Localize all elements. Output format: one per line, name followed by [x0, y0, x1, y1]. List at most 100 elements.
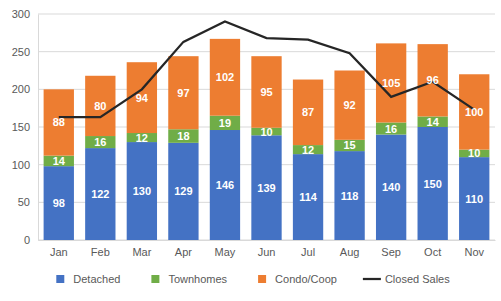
bar: [251, 56, 281, 128]
legend: DetachedTownhomesCondo/CoopClosed Sales: [56, 273, 450, 285]
data-label: 97: [177, 87, 189, 99]
bar: [127, 142, 157, 240]
y-tick-label: 50: [18, 196, 30, 208]
x-tick: Jan: [50, 240, 68, 258]
x-tick: Jul: [301, 240, 315, 258]
bar: [168, 129, 198, 143]
data-label: 96: [427, 74, 439, 86]
bar: [44, 156, 74, 167]
data-label: 14: [427, 116, 440, 128]
y-axis: 0 50 100 150 200 250 300: [12, 8, 39, 246]
bar: [334, 140, 364, 151]
grid-line: [38, 14, 495, 15]
legend-label: Townhomes: [168, 273, 227, 285]
y-tick-label: 250: [12, 46, 30, 58]
x-tick-label: May: [215, 246, 236, 258]
bar: [85, 148, 115, 240]
bar: [459, 157, 489, 240]
bar: [44, 89, 74, 155]
x-tick-label: Jun: [258, 246, 276, 258]
bar: [85, 76, 115, 136]
data-label: 129: [174, 185, 192, 197]
y-tick-label: 100: [12, 159, 30, 171]
bar: [210, 130, 240, 240]
x-tick: Nov: [464, 240, 484, 258]
x-tick-label: Jan: [50, 246, 68, 258]
data-label: 130: [133, 185, 151, 197]
data-label: 140: [382, 181, 400, 193]
x-tick: Oct: [424, 240, 441, 258]
data-label: 102: [216, 71, 234, 83]
y-tick-label: 0: [24, 234, 30, 246]
legend-symbol: [363, 278, 381, 280]
y-tick: 0: [24, 234, 38, 246]
bar: [85, 136, 115, 148]
data-label: 95: [260, 86, 272, 98]
bar-series: [44, 39, 490, 156]
data-label: 87: [302, 106, 314, 118]
x-tick-label: Aug: [340, 246, 360, 258]
x-tick: Mar: [132, 240, 151, 258]
bar: [376, 135, 406, 240]
x-tick: May: [215, 240, 236, 258]
data-label: 94: [136, 92, 149, 104]
bar: [418, 116, 448, 127]
y-tick: 50: [18, 196, 38, 208]
bar: [44, 166, 74, 240]
data-label: 110: [465, 193, 483, 205]
x-axis: Jan Feb Mar Apr May Jun Jul Aug Sep Oct Nov: [39, 240, 496, 258]
bar: [418, 127, 448, 240]
data-label: 15: [343, 139, 355, 151]
y-tick: 250: [12, 46, 38, 58]
legend-item: Townhomes: [151, 273, 227, 285]
y-tick-label: 150: [12, 121, 30, 133]
x-tick-label: Oct: [424, 246, 441, 258]
x-tick-label: Sep: [381, 246, 401, 258]
plot-marks: [44, 22, 490, 240]
y-tick: 200: [12, 83, 38, 95]
bar: [293, 80, 323, 146]
x-tick-label: Feb: [91, 246, 110, 258]
legend-symbol: [56, 275, 64, 283]
x-tick: Feb: [91, 240, 110, 258]
bar: [168, 143, 198, 240]
data-label: 16: [94, 136, 106, 148]
data-label: 105: [382, 77, 400, 89]
x-tick-label: Jul: [301, 246, 315, 258]
data-label: 114: [299, 191, 318, 203]
legend-label: Detached: [73, 273, 120, 285]
y-tick: 150: [12, 121, 38, 133]
bar: [376, 122, 406, 134]
bar: [210, 116, 240, 130]
data-label: 92: [343, 99, 355, 111]
data-label: 146: [216, 179, 234, 191]
data-labels: 9812213012914613911411814015011014161218…: [53, 71, 484, 209]
x-tick: Jun: [258, 240, 276, 258]
x-tick: Apr: [175, 240, 192, 258]
data-label: 14: [53, 155, 66, 167]
bar: [210, 39, 240, 116]
bar: [334, 71, 364, 140]
y-axis-line: [38, 15, 39, 241]
y-tick: 100: [12, 159, 38, 171]
bar: [168, 56, 198, 129]
data-label: 122: [91, 188, 109, 200]
x-axis-line: [39, 240, 496, 241]
data-label: 88: [53, 116, 65, 128]
data-label: 19: [219, 117, 231, 129]
data-label: 98: [53, 197, 65, 209]
legend-symbol: [151, 275, 159, 283]
data-label: 16: [385, 123, 397, 135]
grid: [38, 14, 495, 240]
x-tick-label: Mar: [132, 246, 151, 258]
data-label: 10: [260, 126, 272, 138]
legend-item: Closed Sales: [363, 273, 450, 285]
bar-series: [44, 127, 490, 240]
y-tick-label: 300: [12, 8, 30, 20]
line: [59, 22, 474, 118]
legend-label: Closed Sales: [385, 273, 450, 285]
x-tick: Aug: [340, 240, 360, 258]
data-label: 100: [465, 106, 483, 118]
data-label: 139: [257, 182, 275, 194]
x-tick: Sep: [381, 240, 401, 258]
